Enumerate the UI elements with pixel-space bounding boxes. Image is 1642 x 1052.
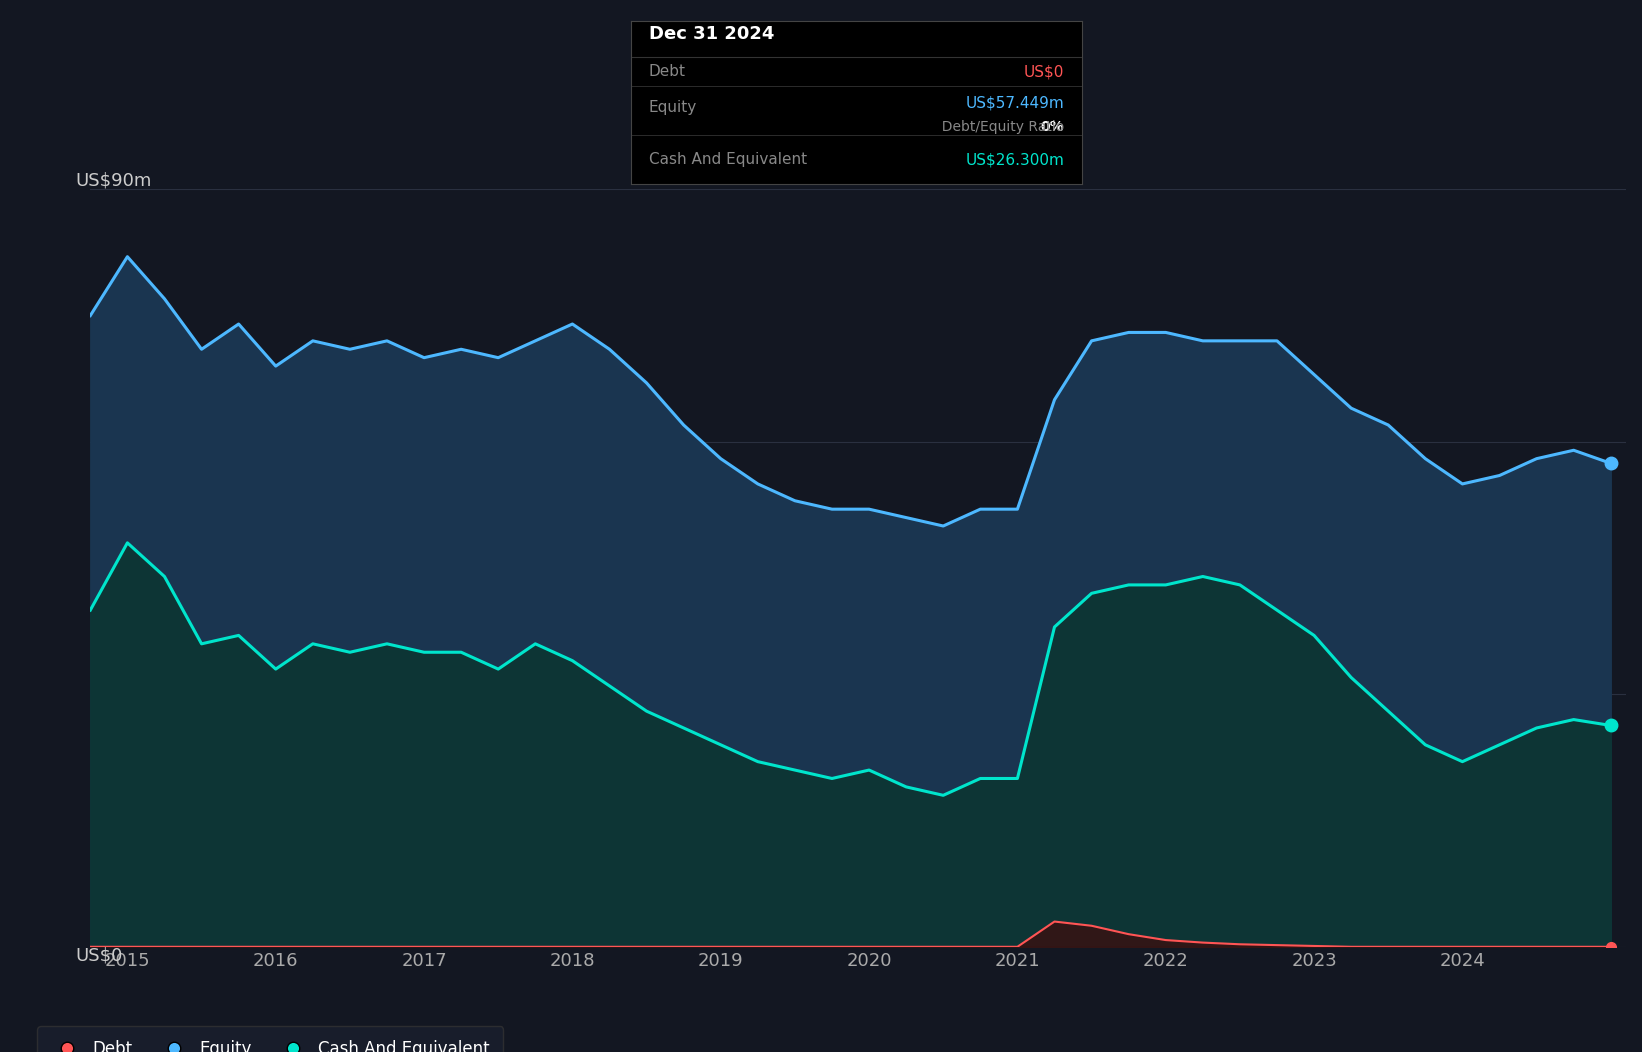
- Text: US$26.300m: US$26.300m: [965, 153, 1064, 167]
- Text: US$0: US$0: [76, 947, 123, 965]
- Text: Cash And Equivalent: Cash And Equivalent: [649, 153, 806, 167]
- Text: Debt: Debt: [649, 64, 686, 79]
- Text: 0%: 0%: [1041, 120, 1064, 134]
- Text: Equity: Equity: [649, 100, 696, 115]
- Text: Dec 31 2024: Dec 31 2024: [649, 25, 773, 43]
- Text: US$0: US$0: [1023, 64, 1064, 79]
- Text: US$57.449m: US$57.449m: [965, 95, 1064, 110]
- Text: US$90m: US$90m: [76, 171, 151, 189]
- Text: Debt/Equity Ratio: Debt/Equity Ratio: [933, 120, 1064, 134]
- Legend: Debt, Equity, Cash And Equivalent: Debt, Equity, Cash And Equivalent: [38, 1027, 502, 1052]
